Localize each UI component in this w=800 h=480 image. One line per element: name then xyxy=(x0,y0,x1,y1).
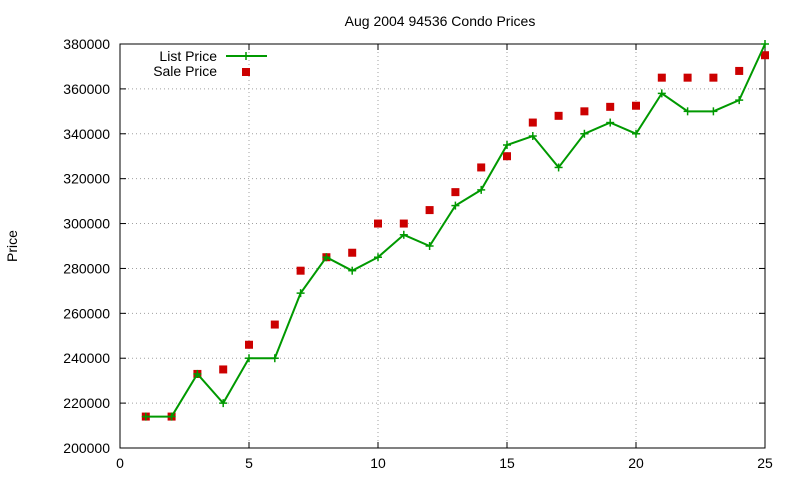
sale-price-point xyxy=(709,73,718,82)
list-price-point xyxy=(657,89,666,98)
list-price-point xyxy=(503,141,511,149)
series-layer xyxy=(141,40,769,421)
sale-price-point xyxy=(219,365,228,374)
y-tick-label: 340000 xyxy=(63,126,110,142)
sale-price-point xyxy=(477,163,486,172)
list-price-point xyxy=(270,354,279,363)
list-price-point xyxy=(296,289,305,298)
sale-price-point xyxy=(451,188,460,197)
sale-price-point xyxy=(735,66,744,75)
sale-price-point xyxy=(399,219,408,228)
list-price-point xyxy=(735,96,744,105)
y-tick-label: 320000 xyxy=(63,171,110,187)
x-tick-label: 10 xyxy=(370,455,386,471)
sale-price-point xyxy=(580,107,589,116)
sale-price-point xyxy=(348,248,357,257)
list-price-point xyxy=(683,107,692,116)
plot-frame xyxy=(119,43,766,449)
list-price-point xyxy=(580,129,589,138)
list-price-point xyxy=(761,40,769,48)
list-price-point xyxy=(141,412,150,421)
list-price-point xyxy=(193,369,202,378)
sale-price-point xyxy=(374,219,382,228)
y-tick-label: 380000 xyxy=(63,36,110,52)
sale-price-point xyxy=(270,320,279,329)
x-tick-label: 5 xyxy=(245,455,253,471)
list-price-point xyxy=(451,201,460,210)
legend-marker-sale-price xyxy=(242,68,250,76)
list-price-point xyxy=(322,253,331,262)
sale-price-point xyxy=(503,152,511,161)
list-price-point xyxy=(245,354,253,363)
sale-price-point xyxy=(296,266,305,275)
list-price-point xyxy=(606,118,615,127)
sale-price-point xyxy=(632,101,640,110)
y-tick-label: 300000 xyxy=(63,216,110,232)
x-tick-label: 15 xyxy=(499,455,515,471)
sale-price-point xyxy=(606,102,615,111)
y-tick-label: 240000 xyxy=(63,350,110,366)
list-price-point xyxy=(167,412,176,421)
sale-price-point xyxy=(554,111,563,120)
sale-price-point xyxy=(245,340,253,349)
list-price-point xyxy=(348,266,357,275)
list-price-point xyxy=(477,185,486,194)
sale-price-point xyxy=(528,118,537,127)
y-tick-label: 280000 xyxy=(63,260,110,276)
sale-price-point xyxy=(657,73,666,82)
sale-price-point xyxy=(683,73,692,82)
x-tick-label: 0 xyxy=(116,455,124,471)
y-tick-label: 260000 xyxy=(63,305,110,321)
list-price-point xyxy=(374,253,382,262)
list-price-point xyxy=(425,242,434,250)
legend-label-sale-price: Sale Price xyxy=(153,63,217,79)
grid xyxy=(120,44,765,448)
sale-price-point xyxy=(425,206,434,215)
x-tick-label: 20 xyxy=(628,455,644,471)
list-price-line xyxy=(145,43,766,418)
y-tick-label: 200000 xyxy=(63,440,110,456)
list-price-point xyxy=(554,163,563,172)
sale-price-point xyxy=(761,51,769,60)
y-tick-label: 220000 xyxy=(63,395,110,411)
chart-title: Aug 2004 94536 Condo Prices xyxy=(345,13,536,29)
legend-label-list-price: List Price xyxy=(159,48,217,64)
x-tick-label: 25 xyxy=(757,455,773,471)
y-axis-label: Price xyxy=(4,230,20,262)
list-price-point xyxy=(528,132,537,141)
y-tick-label: 360000 xyxy=(63,81,110,97)
list-price-point xyxy=(632,129,640,138)
ticks: 0 5 10 15 20 25 200000 220000 240000 260000 280000… xyxy=(63,36,773,471)
list-price-point xyxy=(219,399,228,408)
list-price-point xyxy=(399,230,408,239)
list-price-point xyxy=(709,107,718,116)
